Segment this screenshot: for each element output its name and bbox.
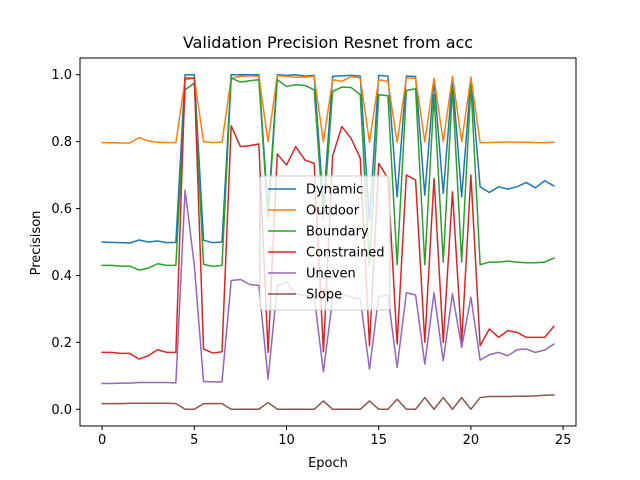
legend-label-uneven: Uneven: [306, 267, 356, 282]
y-tick-label: 1.0: [51, 68, 72, 83]
x-tick-label: 20: [463, 433, 480, 448]
legend: Dynamic Outdoor Boundary Constrained Uneven S…: [259, 175, 391, 311]
y-tick-label: 0.4: [51, 269, 72, 284]
legend-label-slope: Slope: [306, 288, 342, 303]
x-tick-label: 25: [555, 433, 572, 448]
y-tick-label: 0.6: [51, 202, 72, 217]
legend-label-outdoor: Outdoor: [306, 204, 360, 219]
x-tick-label: 5: [190, 433, 198, 448]
x-axis-ticks: 0 5 10 15 20 25: [98, 426, 571, 448]
plot-area: [79, 57, 577, 427]
chart-title: Validation Precision Resnet from acc: [183, 33, 473, 52]
x-axis-label: Epoch: [308, 456, 348, 471]
legend-label-constrained: Constrained: [306, 246, 385, 261]
y-tick-label: 0.8: [51, 135, 72, 150]
y-tick-label: 0.0: [51, 403, 72, 418]
series-line-outdoor: [101, 74, 555, 144]
y-axis-label: Precisison: [29, 211, 44, 276]
y-axis-ticks: 0.0 0.2 0.4 0.6 0.8 1.0: [51, 68, 80, 418]
legend-label-boundary: Boundary: [306, 225, 369, 240]
axes-frame: [79, 57, 577, 427]
y-tick-label: 0.2: [51, 336, 72, 351]
x-tick-label: 15: [370, 433, 387, 448]
series-line-dynamic: [101, 73, 555, 244]
legend-label-dynamic: Dynamic: [306, 183, 363, 198]
x-tick-label: 10: [278, 433, 295, 448]
series-line-boundary: [101, 77, 555, 271]
x-tick-label: 0: [98, 433, 106, 448]
series-line-uneven: [101, 189, 555, 385]
series-layer: [101, 73, 555, 411]
series-line-slope: [101, 394, 555, 411]
